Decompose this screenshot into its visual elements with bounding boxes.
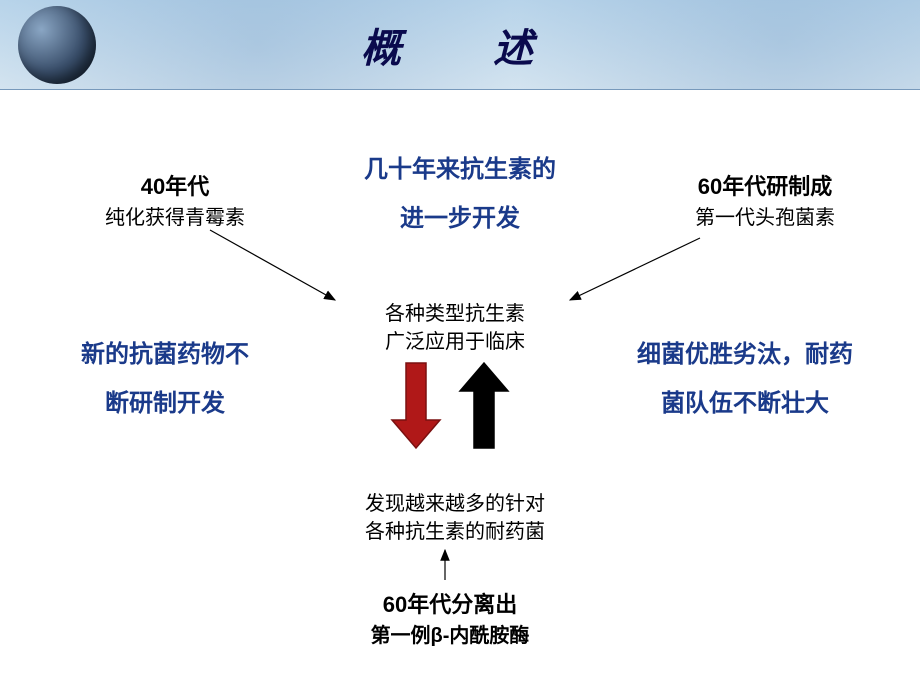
bottom-center-line1: 60年代分离出 [320,588,580,621]
top-center-text: 几十年来抗生素的 进一步开发 [300,150,620,240]
top-right-line1: 60年代研制成 [640,170,890,203]
bottom-center-text: 60年代分离出 第一例β-内酰胺酶 [320,588,580,651]
red-down-arrow [392,363,440,448]
top-center-line2: 进一步开发 [300,199,620,240]
arrow-tl-to-center [210,230,335,300]
top-left-text: 40年代 纯化获得青霉素 [60,170,290,233]
slide-title: 概 述 [361,16,559,74]
mid-right-line2: 菌队伍不断壮大 [590,384,900,425]
mid-right-text: 细菌优胜劣汰，耐药 菌队伍不断壮大 [590,335,900,425]
lower-center-text: 发现越来越多的针对 各种抗生素的耐药菌 [320,490,590,546]
center-line2: 广泛应用于临床 [340,328,570,356]
top-right-line2: 第一代头孢菌素 [640,203,890,233]
diagram-content: 几十年来抗生素的 进一步开发 40年代 纯化获得青霉素 60年代研制成 第一代头… [0,90,920,690]
mid-left-text: 新的抗菌药物不 断研制开发 [45,335,285,425]
black-up-arrow [460,363,508,448]
center-line1: 各种类型抗生素 [340,300,570,328]
mid-left-line1: 新的抗菌药物不 [45,335,285,376]
top-center-line1: 几十年来抗生素的 [300,150,620,191]
slide-header: 概 述 [0,0,920,90]
lower-center-line1: 发现越来越多的针对 [320,490,590,518]
mid-left-line2: 断研制开发 [45,384,285,425]
globe-icon [18,6,96,84]
lower-center-line2: 各种抗生素的耐药菌 [320,518,590,546]
top-left-line1: 40年代 [60,170,290,203]
arrow-tr-to-center [570,238,700,300]
center-text: 各种类型抗生素 广泛应用于临床 [340,300,570,356]
top-left-line2: 纯化获得青霉素 [60,203,290,233]
top-right-text: 60年代研制成 第一代头孢菌素 [640,170,890,233]
mid-right-line1: 细菌优胜劣汰，耐药 [590,335,900,376]
bottom-center-line2: 第一例β-内酰胺酶 [320,621,580,651]
